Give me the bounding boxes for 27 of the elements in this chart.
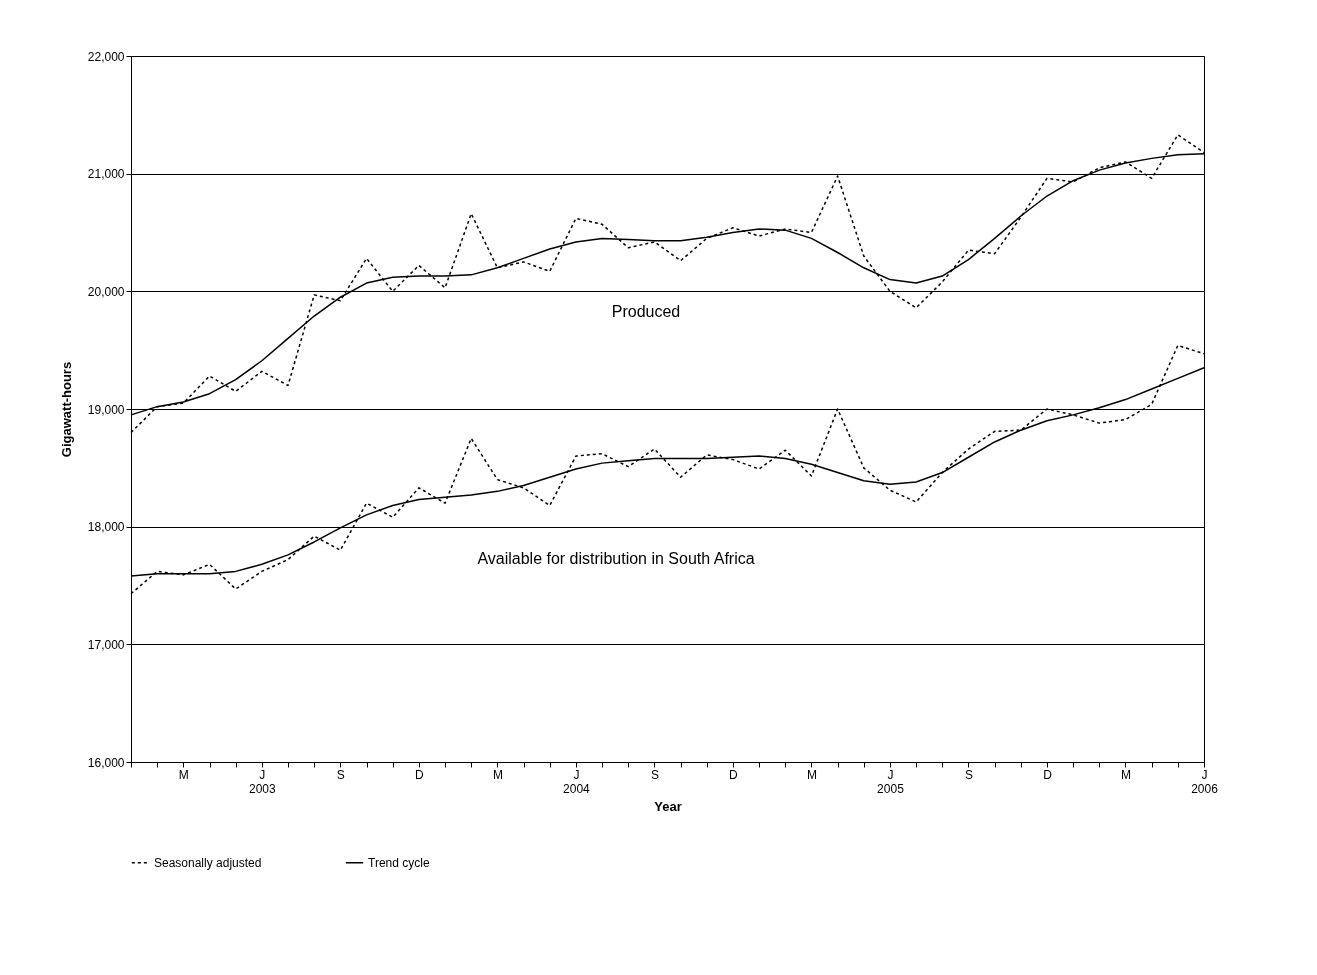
legend-label: Trend cycle [368,855,430,870]
x-tick-label: D [415,767,425,782]
x-axis-title: Year [654,798,682,814]
x-tick-label: S [964,767,973,782]
y-axis-title: Gigawatt-hours [58,361,74,458]
annotation: Produced [611,303,681,320]
x-tick-label: M [1120,767,1131,782]
x-tick-label: J 2005 [877,767,905,796]
annotation: Available for distribution in South Africa [477,550,755,567]
y-tick-label: 17,000 [87,637,125,652]
x-tick-label: J 2006 [1191,767,1219,796]
x-tick-label: M [492,767,503,782]
x-tick-label: S [336,767,345,782]
y-tick-label: 21,000 [87,167,125,182]
x-tick-label: S [650,767,659,782]
y-tick-label: 18,000 [87,520,125,535]
x-tick-label: D [1043,767,1053,782]
y-tick-label: 16,000 [87,755,125,770]
y-tick-label: 19,000 [87,402,125,417]
x-tick-label: D [729,767,739,782]
y-tick-label: 22,000 [87,49,125,64]
legend-label: Seasonally adjusted [154,855,262,870]
y-tick-label: 20,000 [87,284,125,299]
x-tick-label: M [178,767,189,782]
x-tick-label: M [806,767,817,782]
x-tick-label: J 2004 [563,767,591,796]
x-tick-label: J 2003 [249,767,277,796]
